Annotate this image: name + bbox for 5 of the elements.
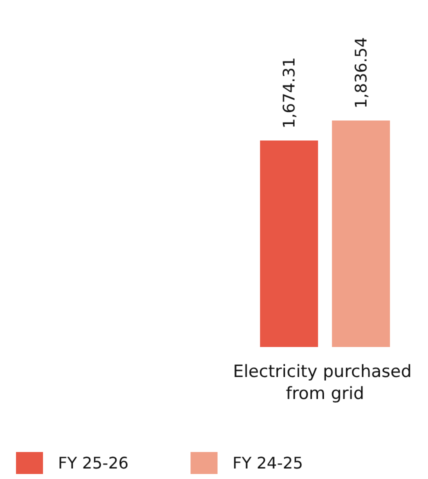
data-label: 1,836.54	[351, 37, 370, 108]
legend-label: FY 24-25	[232, 454, 304, 472]
data-label: 1,674.31	[280, 57, 299, 128]
x-tick-label: Electricity purchased from grid	[232, 362, 418, 404]
legend-label: FY 25-26	[58, 454, 129, 472]
